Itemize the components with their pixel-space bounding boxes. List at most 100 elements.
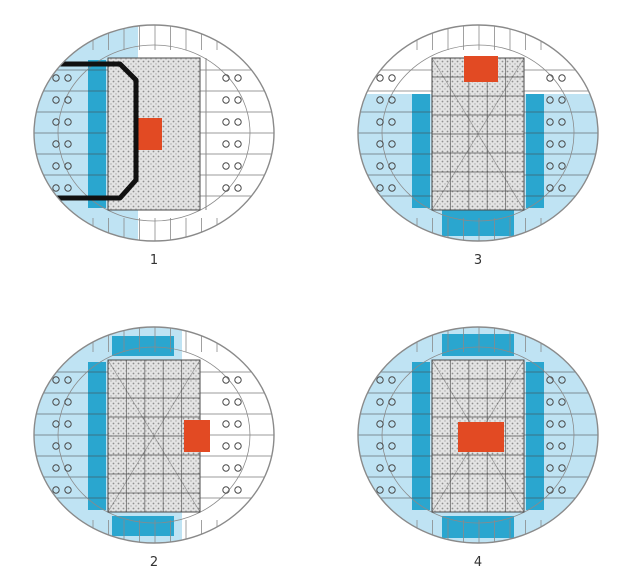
double-circle-seat-icon [52,184,60,192]
diagram-label-3: 3 [474,253,482,268]
double-circle-seat-icon [388,486,396,494]
double-circle-seat-icon [546,118,554,126]
double-circle-seat-icon [64,118,72,126]
double-circle-seat-icon [558,118,566,126]
double-circle-seat-icon [64,464,72,472]
double-circle-seat-icon [234,184,242,192]
double-circle-seat-icon [52,140,60,148]
double-circle-seat-icon [388,184,396,192]
double-circle-seat-icon [558,398,566,406]
double-circle-seat-icon [222,118,230,126]
double-circle-seat-icon [64,96,72,104]
dark-aisle-left [88,60,106,208]
double-circle-seat-icon [222,442,230,450]
double-circle-seat-icon [222,184,230,192]
inner-ring [57,346,251,524]
dark-stand-top [112,336,174,356]
stadium-outline [357,24,599,242]
double-circle-seat-icon [52,74,60,82]
double-circle-seat-icon [376,420,384,428]
double-circle-seat-icon [234,420,242,428]
double-circle-seat-icon [234,398,242,406]
double-circle-seat-icon [52,398,60,406]
double-circle-seat-icon [64,162,72,170]
double-circle-seat-icon [376,118,384,126]
red-square-marker-icon [136,118,162,150]
double-circle-seat-icon [64,184,72,192]
double-circle-seat-icon [52,376,60,384]
double-circle-seat-icon [388,118,396,126]
double-circle-seat-icon [234,140,242,148]
double-circle-seat-icon [546,376,554,384]
double-circle-seat-icon [376,96,384,104]
double-circle-seat-icon [388,398,396,406]
dark-aisle-left [88,362,106,510]
dark-stand-bottom [442,210,514,236]
double-circle-seat-icon [388,140,396,148]
inner-ring [381,346,575,524]
double-circle-seat-icon [234,118,242,126]
double-circle-seat-icon [64,376,72,384]
stadium-panel [33,326,275,544]
double-circle-seat-icon [222,162,230,170]
stadium-fill-area [34,327,274,543]
stadium-fill-area [34,25,274,241]
double-circle-seat-icon [388,464,396,472]
double-circle-seat-icon [388,96,396,104]
double-circle-seat-icon [558,96,566,104]
double-circle-seat-icon [376,74,384,82]
dark-aisle-left [412,94,430,208]
double-circle-seat-icon [558,162,566,170]
double-circle-seat-icon [546,162,554,170]
stadium-panel [357,24,599,242]
stadium-diagram-2: 2 [33,326,275,570]
double-circle-seat-icon [546,184,554,192]
stadium-diagram-1: 1 [33,24,275,268]
dark-aisle-right [526,94,544,208]
double-circle-seat-icon [52,442,60,450]
double-circle-seat-icon [388,162,396,170]
inner-ring [381,44,575,222]
double-circle-seat-icon [558,74,566,82]
dark-stand-bottom [442,516,514,538]
stadium-panel [357,326,599,544]
double-circle-seat-icon [376,464,384,472]
stadium-panel [33,24,275,242]
dark-stand-bottom [112,516,174,536]
double-circle-seat-icon [234,96,242,104]
double-circle-seat-icon [546,442,554,450]
double-circle-seat-icon [546,96,554,104]
double-circle-seat-icon [376,486,384,494]
double-circle-seat-icon [546,464,554,472]
double-circle-seat-icon [52,118,60,126]
double-circle-seat-icon [222,420,230,428]
stadium-outline [33,24,275,242]
double-circle-seat-icon [222,376,230,384]
double-circle-seat-icon [546,398,554,406]
double-circle-seat-icon [376,442,384,450]
double-circle-seat-icon [376,162,384,170]
double-circle-seat-icon [558,486,566,494]
double-circle-seat-icon [222,96,230,104]
double-circle-seat-icon [546,486,554,494]
double-circle-seat-icon [546,420,554,428]
diagram-label-4: 4 [474,555,482,570]
double-circle-seat-icon [222,464,230,472]
double-circle-seat-icon [558,464,566,472]
double-circle-seat-icon [388,74,396,82]
double-circle-seat-icon [64,398,72,406]
double-circle-seat-icon [234,376,242,384]
diagram-label-2: 2 [150,555,158,570]
double-circle-seat-icon [52,464,60,472]
double-circle-seat-icon [546,74,554,82]
double-circle-seat-icon [376,184,384,192]
double-circle-seat-icon [234,442,242,450]
double-circle-seat-icon [388,376,396,384]
double-circle-seat-icon [376,398,384,406]
double-circle-seat-icon [558,442,566,450]
double-circle-seat-icon [52,162,60,170]
double-circle-seat-icon [234,464,242,472]
double-circle-seat-icon [52,486,60,494]
double-circle-seat-icon [558,140,566,148]
